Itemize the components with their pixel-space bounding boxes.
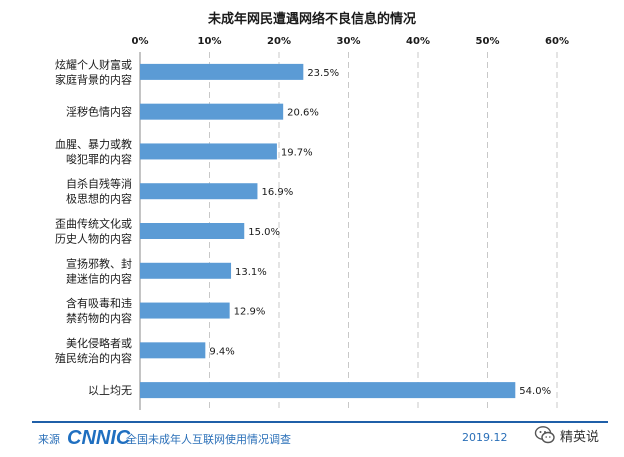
x-tick-label: 20% <box>267 36 291 47</box>
category-label: 建迷信的内容 <box>66 271 132 285</box>
x-tick-label: 10% <box>198 36 222 47</box>
category-label: 美化侵略者或 <box>66 336 132 350</box>
x-tick-label: 30% <box>337 36 361 47</box>
category-label: 歪曲传统文化或 <box>55 217 132 231</box>
report-date: 2019.12 <box>462 431 508 444</box>
data-label: 9.4% <box>209 346 234 357</box>
category-label: 殖民统治的内容 <box>55 351 132 365</box>
data-label: 12.9% <box>234 307 266 318</box>
data-label: 16.9% <box>261 187 293 198</box>
chart-title: 未成年网民遭遇网络不良信息的情况 <box>207 12 416 27</box>
data-label: 23.5% <box>307 68 339 79</box>
wechat-name: 精英说 <box>560 430 600 445</box>
category-label: 炫耀个人财富或 <box>55 57 132 71</box>
bar <box>140 63 304 80</box>
category-label: 极思想的内容 <box>66 192 132 206</box>
bar <box>140 382 516 399</box>
source-text: 全国未成年人互联网使用情况调查 <box>126 433 291 446</box>
cnnic-logo: CNNIC <box>67 427 131 449</box>
category-label: 自杀自残等消 <box>66 177 132 191</box>
category-label: 血腥、暴力或教 <box>55 137 132 151</box>
category-label: 历史人物的内容 <box>55 232 132 246</box>
category-label: 唆犯罪的内容 <box>66 152 132 166</box>
footer-divider <box>32 421 608 423</box>
x-tick-label: 0% <box>132 36 149 47</box>
wechat-icon <box>534 426 555 444</box>
data-label: 15.0% <box>248 227 280 238</box>
x-tick-label: 50% <box>476 36 500 47</box>
wechat-account: 精英说 <box>534 423 614 447</box>
bar <box>140 103 284 120</box>
x-tick-label: 40% <box>406 36 430 47</box>
source-label: 来源 <box>38 433 60 446</box>
category-label: 家庭背景的内容 <box>55 72 132 86</box>
data-label: 54.0% <box>519 386 551 397</box>
bar <box>140 262 232 279</box>
category-label: 含有吸毒和违 <box>66 296 132 310</box>
bar <box>140 223 245 239</box>
category-label: 宣扬邪教、封 <box>66 256 132 270</box>
data-label: 19.7% <box>281 147 313 158</box>
bar <box>140 302 230 319</box>
bar <box>140 342 206 359</box>
bar <box>140 183 258 200</box>
category-label: 禁药物的内容 <box>66 311 132 325</box>
footer: 来源 CNNIC 全国未成年人互联网使用情况调查 2019.12 精英说 <box>0 421 624 457</box>
data-label: 13.1% <box>235 267 267 278</box>
bar <box>140 143 277 160</box>
category-label: 淫秽色情内容 <box>66 105 132 119</box>
x-tick-label: 60% <box>545 36 569 47</box>
category-label: 以上均无 <box>88 384 132 397</box>
data-label: 20.6% <box>287 108 319 119</box>
